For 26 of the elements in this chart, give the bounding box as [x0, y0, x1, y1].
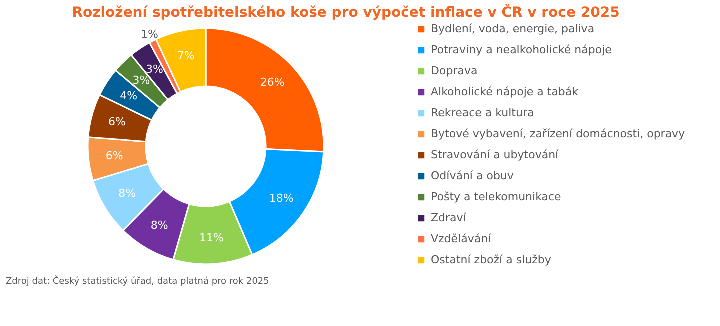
- legend-label: Odívání a obuv: [431, 170, 514, 182]
- data-label: 6%: [108, 115, 126, 128]
- data-label: 4%: [120, 89, 138, 102]
- data-label: 8%: [150, 218, 168, 232]
- data-label: 6%: [106, 149, 124, 162]
- legend-label: Bydlení, voda, energie, paliva: [431, 22, 595, 36]
- legend-label: Doprava: [431, 64, 478, 78]
- chart-title: Rozložení spotřebitelského koše pro výpočet inflace v ČR v roce 2025: [72, 4, 620, 21]
- legend-label: Stravování a ubytování: [431, 148, 560, 162]
- legend-label: Potraviny a nealkoholické nápoje: [431, 44, 612, 56]
- legend-label: Rekreace a kultura: [431, 106, 534, 120]
- legend-label: Ostatní zboží a služby: [431, 254, 552, 266]
- data-label: 11%: [199, 231, 224, 244]
- legend-label: Vzdělávání: [431, 232, 492, 246]
- legend-label: Bytové vybavení, zařízení domácnosti, opravy: [431, 128, 686, 140]
- data-label: 1%: [141, 28, 158, 41]
- data-label: 8%: [118, 187, 136, 200]
- legend-label: Pošty a telekomunikace: [431, 190, 562, 204]
- data-label: 26%: [260, 76, 285, 89]
- data-label: 3%: [132, 74, 150, 87]
- data-label: 18%: [269, 192, 294, 205]
- data-label: 3%: [146, 63, 164, 76]
- data-label: 7%: [177, 50, 195, 63]
- legend-label: Alkoholické nápoje a tabák: [431, 86, 580, 98]
- legend-label: Zdraví: [431, 212, 468, 224]
- text: Zdroj dat: Český statistický úřad, data platná pro rok 2025: [6, 275, 270, 287]
